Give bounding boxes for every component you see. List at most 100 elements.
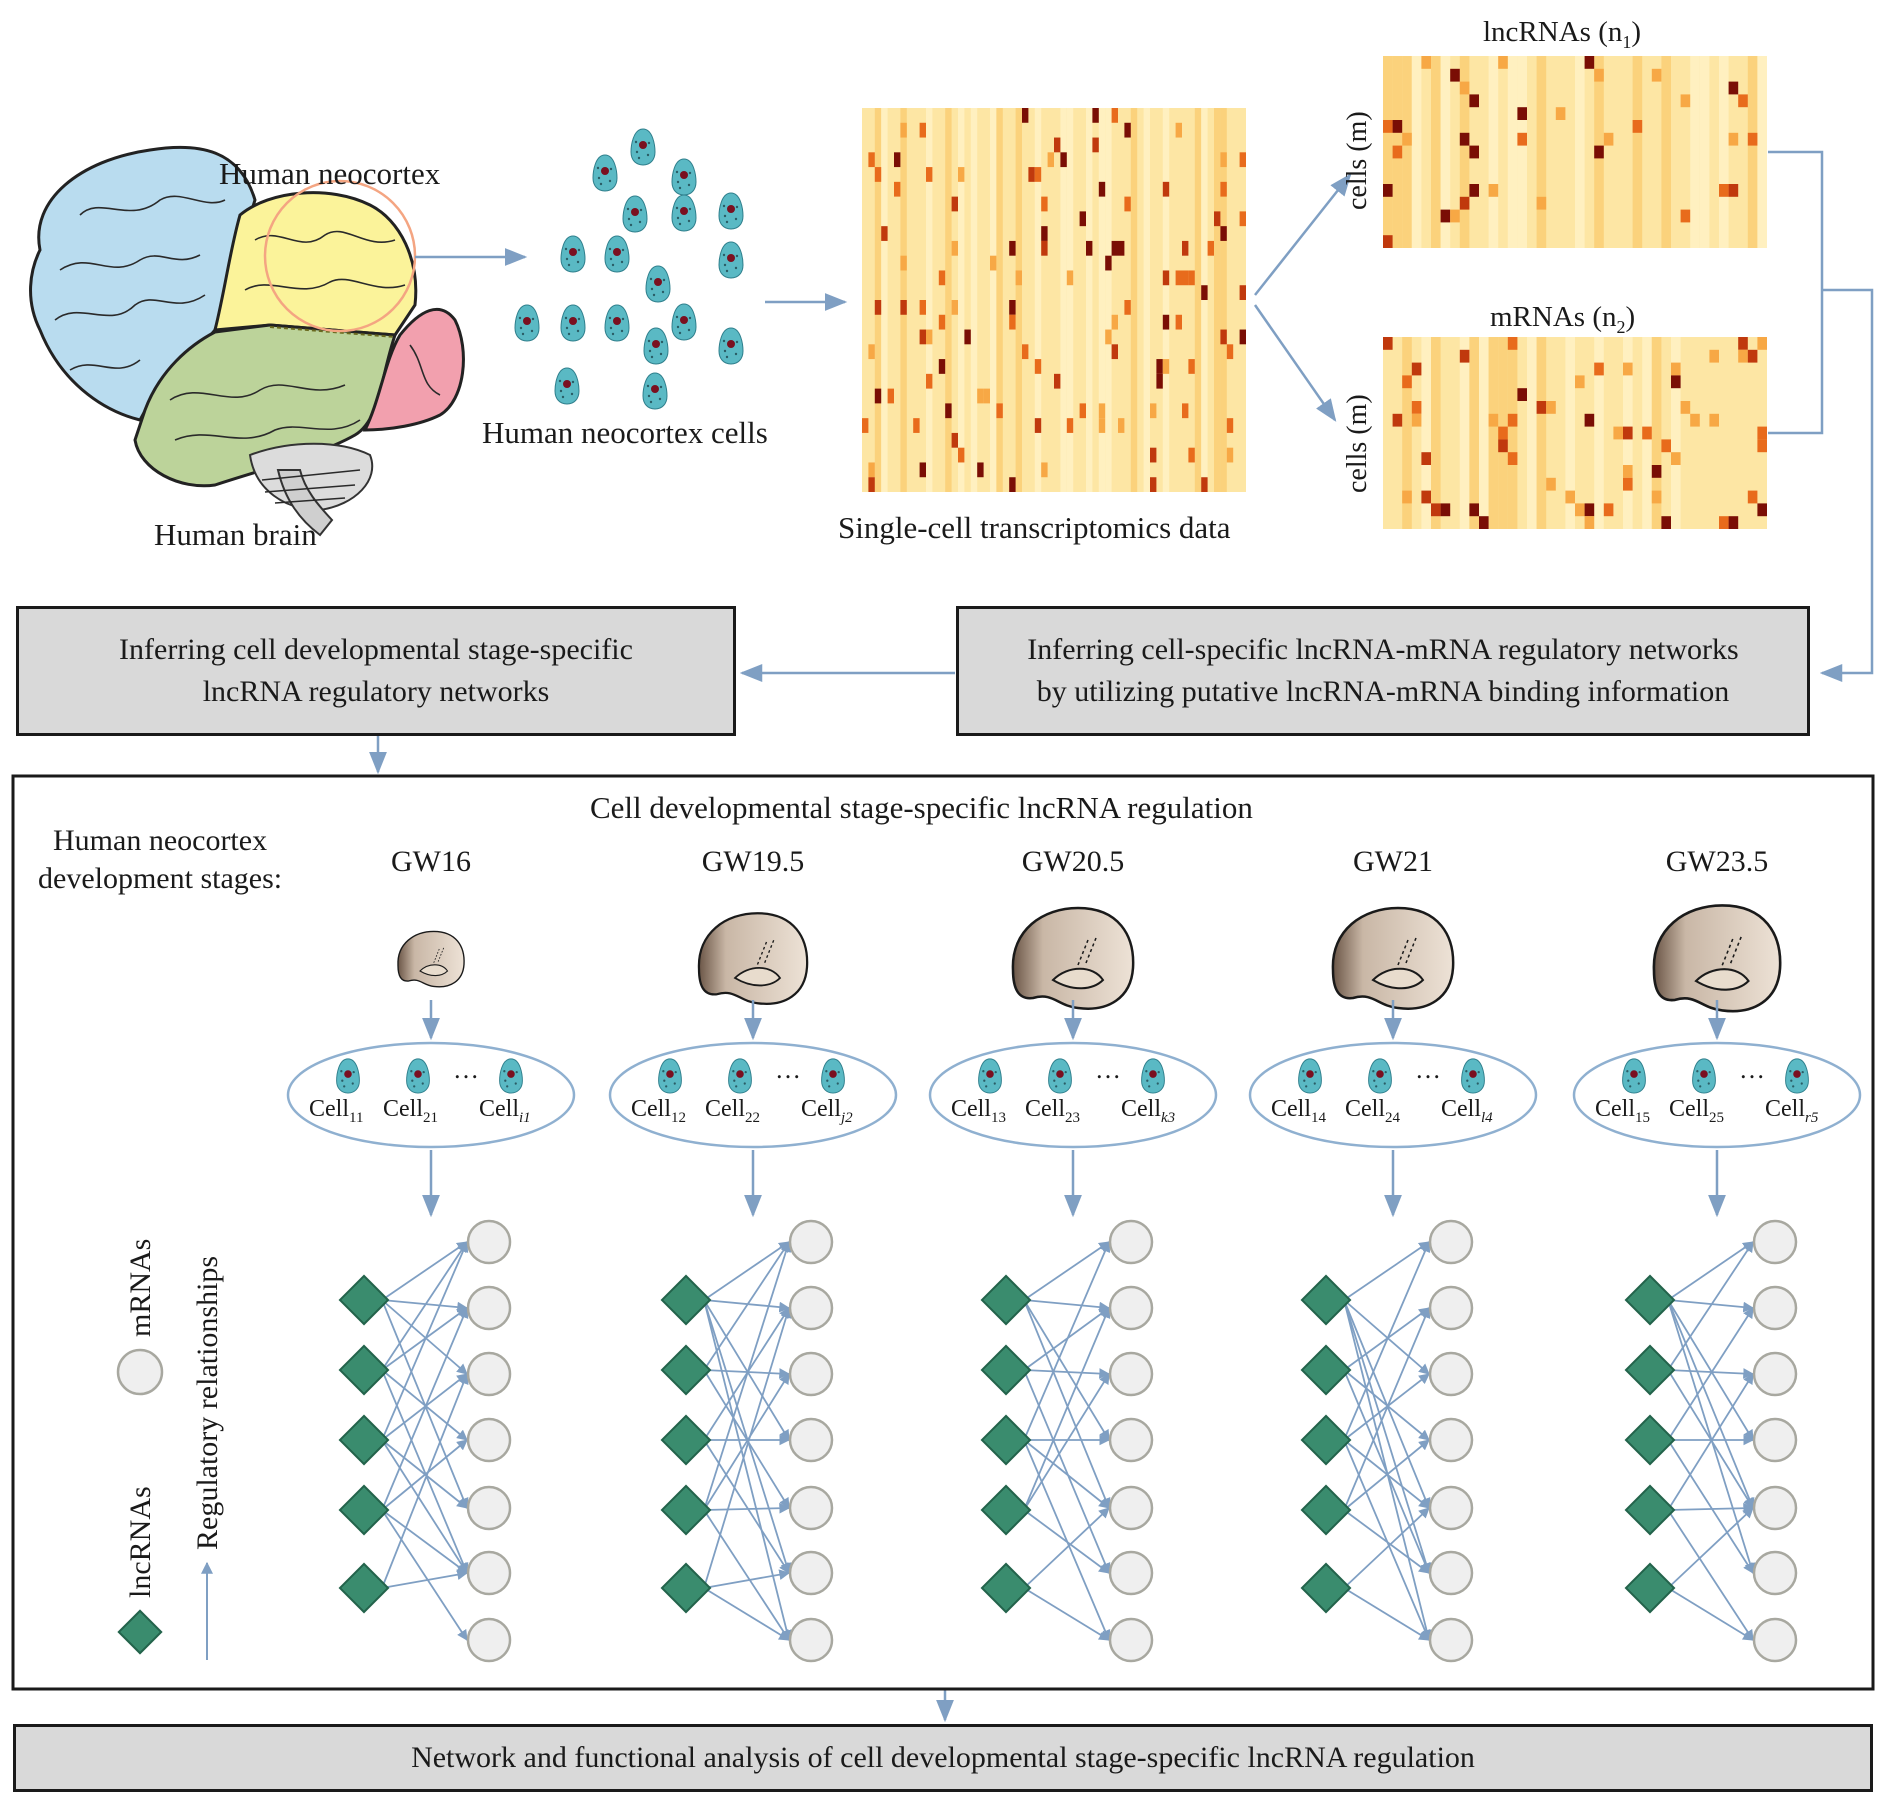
- stage-group-GW21: [1248, 906, 1538, 1663]
- mrna-heatmap-cell: [1623, 362, 1633, 376]
- mrna-node: [466, 1617, 512, 1663]
- neocortex-cell: [514, 304, 540, 342]
- neocortex-cell: [554, 367, 580, 405]
- single-cell-heatmap-column-band: [881, 108, 888, 492]
- lncrna-heatmap-cell: [1459, 81, 1470, 95]
- mrna-heatmap-cell: [1728, 516, 1739, 529]
- lncrna-heatmap-column-band: [1431, 56, 1441, 248]
- arrow-matrices-to-right-box: [1819, 288, 1874, 682]
- cell-granule: [1157, 1071, 1160, 1074]
- lncrna-heatmap-cell: [1469, 145, 1479, 159]
- single-cell-heatmap-cell: [868, 152, 875, 168]
- cell-granule: [343, 1085, 346, 1088]
- regulatory-edge: [1343, 1369, 1430, 1441]
- panel-title: Cell developmental stage-specific lncRNA…: [590, 790, 1253, 825]
- mrna-heatmap-cell: [1479, 516, 1489, 529]
- cell-nucleus: [601, 167, 609, 175]
- cell-granule: [518, 316, 522, 320]
- cell-granule: [1373, 1079, 1376, 1082]
- cell-nucleus: [414, 1070, 422, 1078]
- single-cell-heatmap-cell: [1226, 447, 1234, 463]
- lncrna-heatmap-column-band: [1440, 56, 1451, 248]
- cell-granule: [1637, 1082, 1640, 1085]
- lncrna-heatmap-cell: [1536, 196, 1547, 210]
- legend-shapes: [116, 1348, 213, 1660]
- mrna-heatmap-cell: [1498, 439, 1508, 453]
- cell-granule: [723, 214, 727, 218]
- single-cell-heatmap-cell: [1111, 314, 1118, 330]
- cell-group-ellipse: [1572, 1041, 1862, 1149]
- cell-granule: [743, 1082, 746, 1085]
- cell-label-text: Cell: [383, 1096, 423, 1122]
- mrna-node: [466, 1285, 512, 1331]
- regulatory-edge: [1023, 1439, 1111, 1641]
- cell-granule: [1629, 1085, 1632, 1088]
- lncrna-heatmap-cell: [1728, 132, 1739, 146]
- mrna-node: [1752, 1617, 1798, 1663]
- mrna-heatmap-cell: [1565, 490, 1575, 504]
- regulatory-edge: [1023, 1507, 1110, 1589]
- cell-nucleus: [986, 1070, 994, 1078]
- mrna-heatmap-column-band: [1507, 337, 1518, 529]
- single-cell-heatmap-cell: [900, 255, 907, 271]
- cell-label-index: i1: [519, 1109, 531, 1126]
- regulatory-edge: [703, 1299, 791, 1313]
- cell-granule: [599, 182, 603, 186]
- fetal-brain-fold: [419, 964, 449, 977]
- mrna-heatmap-cell: [1709, 413, 1719, 427]
- legend-lncrna-diamond: [117, 1609, 163, 1655]
- cell-granule: [597, 176, 601, 180]
- single-cell-heatmap-cell: [1188, 270, 1195, 286]
- legend-mrna-circle: [116, 1348, 164, 1396]
- fetal-brain-outline: [1652, 904, 1782, 1013]
- single-cell-heatmap-cell: [1054, 137, 1061, 153]
- single-cell-heatmap-column-band: [1015, 108, 1022, 492]
- neocortex-cell: [592, 154, 618, 192]
- sample-cell: [1048, 1058, 1072, 1094]
- mrna-heatmap-cell: [1507, 452, 1518, 465]
- single-cell-heatmap-cell: [1111, 108, 1118, 123]
- regulatory-edge: [703, 1241, 790, 1371]
- lncrna-heatmap-cell: [1632, 120, 1643, 133]
- cell-granule: [352, 1071, 355, 1074]
- single-cell-heatmap-cell: [1041, 226, 1048, 241]
- single-cell-heatmap-cell: [938, 359, 946, 374]
- fetal-brain-icon: [1011, 906, 1135, 1010]
- lncrna-heatmap-column-band: [1690, 56, 1700, 248]
- cell-granule: [734, 266, 738, 270]
- single-cell-heatmap-cell: [926, 373, 933, 389]
- cell-granule: [608, 316, 612, 320]
- mrna-heatmap-cell: [1411, 413, 1422, 427]
- regulatory-edge: [1343, 1509, 1430, 1574]
- regulatory-edge: [1023, 1509, 1110, 1574]
- fetal-brain-outline: [397, 930, 465, 988]
- cell-nucleus: [1376, 1070, 1384, 1078]
- single-cell-heatmap-column-band: [1086, 108, 1093, 492]
- mrna-heatmap-cell: [1747, 490, 1758, 504]
- single-cell-heatmap-cell: [1086, 240, 1093, 256]
- single-cell-heatmap-column-band: [926, 108, 933, 492]
- cell-label-index: j2: [841, 1109, 853, 1126]
- mrna-matrix-subscript: 2: [1616, 316, 1626, 337]
- mrna-heatmap-cell: [1661, 439, 1671, 453]
- regulatory-edge: [1343, 1587, 1430, 1641]
- single-cell-heatmap-cell: [1041, 240, 1048, 256]
- neocortex-cell: [645, 265, 671, 303]
- lncrna-heatmap-column-band: [1507, 56, 1518, 248]
- cell-granule: [627, 217, 631, 221]
- cell-label: Cellk3: [1121, 1096, 1175, 1127]
- single-cell-heatmap-cell: [926, 329, 933, 345]
- legend-lncrna-label: lncRNAs: [124, 1486, 157, 1598]
- cell-nucleus: [1306, 1070, 1314, 1078]
- mrna-heatmap-cell: [1498, 426, 1508, 440]
- single-cell-heatmap-cell: [938, 270, 946, 286]
- cell-granule: [994, 1071, 997, 1074]
- single-cell-heatmap-cell: [1098, 181, 1106, 197]
- regulatory-edge: [1667, 1368, 1755, 1379]
- mrna-heatmap-cell: [1584, 413, 1595, 427]
- cell-granule: [1064, 1071, 1067, 1074]
- single-cell-heatmap-cell: [1214, 211, 1221, 227]
- sample-cell: [499, 1058, 523, 1094]
- mrna-heatmap-cell: [1488, 413, 1499, 427]
- cell-nucleus: [639, 141, 647, 149]
